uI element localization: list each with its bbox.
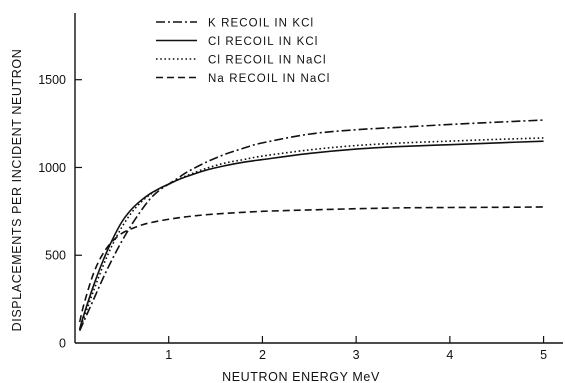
y-tick-label: 500 bbox=[45, 249, 66, 263]
x-tick-label: 2 bbox=[259, 348, 266, 362]
legend-label-2: Cl RECOIL IN NaCl bbox=[208, 55, 327, 67]
x-tick-label: 3 bbox=[353, 348, 360, 362]
legend-label-3: Na RECOIL IN NaCl bbox=[208, 73, 330, 85]
axes: 0 500 1000 1500 1 2 3 4 5 bbox=[38, 13, 563, 362]
series-line-1 bbox=[78, 140, 544, 330]
y-axis-title: DISPLACEMENTS PER INCIDENT NEUTRON bbox=[10, 49, 24, 332]
y-tick-label: 1500 bbox=[38, 73, 66, 87]
x-tick-label: 4 bbox=[446, 348, 453, 362]
series-line-2 bbox=[78, 137, 544, 331]
y-tick-label: 1000 bbox=[38, 161, 66, 175]
x-tick-label: 5 bbox=[540, 348, 547, 362]
series-line-3 bbox=[78, 206, 544, 323]
series-layer bbox=[78, 119, 544, 332]
legend: K RECOIL IN KCl Cl RECOIL IN KCl Cl RECOIL… bbox=[156, 18, 330, 85]
y-tick-label: 0 bbox=[59, 337, 66, 351]
x-axis-title: NEUTRON ENERGY MeV bbox=[222, 370, 380, 383]
legend-label-1: Cl RECOIL IN KCl bbox=[208, 36, 318, 48]
series-line-0 bbox=[78, 119, 544, 332]
legend-label-0: K RECOIL IN KCl bbox=[208, 18, 314, 30]
x-tick-label: 1 bbox=[165, 348, 172, 362]
